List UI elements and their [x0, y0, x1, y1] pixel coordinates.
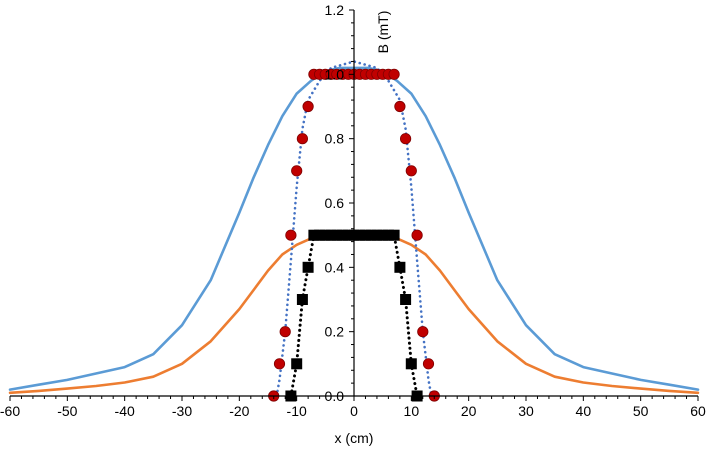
- series-4-point: [342, 229, 354, 241]
- x-tick-label: -10: [287, 403, 307, 419]
- x-tick-label: 50: [633, 403, 649, 419]
- x-tick-label: 10: [404, 403, 420, 419]
- series-4-point: [308, 229, 320, 241]
- y-tick-label: 1.0: [325, 66, 345, 82]
- series-3-point: [296, 133, 308, 145]
- series-4-point: [331, 229, 343, 241]
- series-4-point: [314, 229, 326, 241]
- series-3-point: [291, 165, 303, 177]
- series-4-point: [365, 229, 377, 241]
- x-tick-label: -50: [57, 403, 77, 419]
- series-3-point: [405, 165, 417, 177]
- series-4-point: [291, 358, 303, 370]
- series-4-point: [337, 229, 348, 241]
- series-4-point: [302, 261, 314, 273]
- series-4-point: [400, 294, 412, 305]
- series-4-point: [354, 229, 366, 241]
- series-3-point: [417, 326, 429, 338]
- series-4-point: [325, 229, 337, 241]
- y-tick-label: 0.0: [325, 388, 345, 404]
- series-3-point: [411, 229, 423, 241]
- series-4-point: [377, 229, 389, 241]
- series-3-point: [279, 326, 291, 338]
- series-4-point: [388, 229, 400, 241]
- x-axis-title: x (cm): [335, 430, 374, 446]
- series-4-point: [394, 261, 406, 273]
- series-3-point: [399, 133, 412, 145]
- series-3-point: [422, 358, 435, 370]
- series-3-point: [302, 100, 314, 113]
- axes-group: -60 -50 -40 -30 -20 -10 0 10 20 30 40 50 60 0.0 0.2 0.4…: [0, 2, 706, 419]
- series-3-point: [388, 68, 400, 80]
- y-tick-label: 0.6: [325, 195, 345, 211]
- y-tick-label: 0.8: [325, 131, 345, 147]
- x-tick-label: -60: [0, 403, 20, 419]
- x-tick-label: -20: [229, 403, 249, 419]
- y-tick-label: 0.4: [325, 259, 345, 275]
- series-4-point: [319, 229, 331, 241]
- x-tick-label: -30: [172, 403, 192, 419]
- y-axis-title: B (mT): [375, 11, 391, 54]
- y-tick-label: 1.2: [325, 2, 345, 18]
- series-4-point: [296, 294, 308, 305]
- x-tick-label: 30: [518, 403, 534, 419]
- series-3-point: [285, 229, 297, 241]
- x-tick-label: 40: [576, 403, 592, 419]
- x-tick-label: 20: [461, 403, 477, 419]
- series-3-point: [394, 100, 406, 113]
- series-3-point: [273, 358, 286, 370]
- series-4-point: [371, 229, 383, 241]
- x-tick-label: -40: [115, 403, 135, 419]
- x-tick-label: 0: [350, 403, 358, 419]
- x-tick-label: 60: [690, 403, 706, 419]
- series-4-point: [405, 358, 417, 370]
- y-tick-label: 0.2: [325, 324, 345, 340]
- series-4-point: [360, 229, 371, 241]
- series-4-point: [382, 229, 394, 241]
